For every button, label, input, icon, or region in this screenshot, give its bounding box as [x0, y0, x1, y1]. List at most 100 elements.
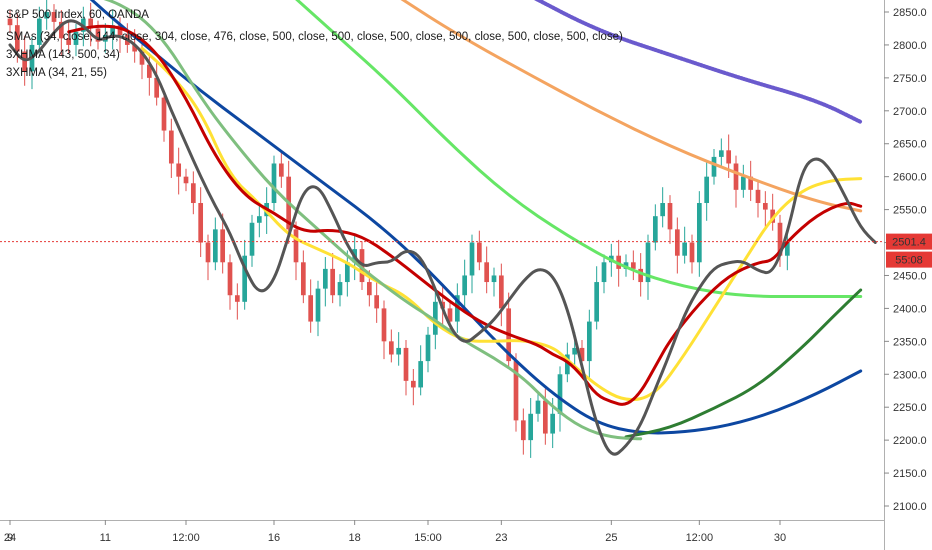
candle-body	[410, 380, 416, 388]
price-tick-label: 2300.0	[893, 369, 927, 381]
candle-body	[403, 347, 409, 381]
symbol-legend[interactable]: S&P 500 Index, 60, OANDA	[6, 9, 149, 21]
candle-body	[432, 301, 438, 335]
candle-body	[520, 420, 526, 441]
candle-body	[396, 347, 402, 355]
candle-body	[337, 282, 343, 296]
candle-body	[110, 25, 116, 36]
candle-body	[88, 18, 94, 29]
candle-body	[330, 268, 336, 296]
candle-body	[418, 361, 424, 388]
candle-body	[271, 163, 277, 204]
price-axis-ticks: 2100.0 2150.0 2200.0 2250.0 2300.0 2350.0 2400…	[884, 7, 927, 513]
price-tick-label: 2600.0	[893, 172, 927, 184]
candle-body	[733, 163, 739, 190]
candle-body	[220, 229, 226, 263]
candle-body	[447, 308, 453, 322]
candle-body	[73, 31, 79, 45]
candle-body	[784, 242, 790, 256]
candle-body	[601, 262, 607, 283]
candle-body	[198, 203, 204, 243]
price-tick-label: 2100.0	[893, 501, 927, 513]
time-axis-ticks: 9 11 12:00 16 18 15:00 23 24 25 12:00 30	[4, 520, 786, 544]
last-price-label: 2501.4	[892, 237, 926, 249]
price-tick-label: 2550.0	[893, 205, 927, 217]
candle-body	[484, 262, 490, 283]
price-tick-label: 2200.0	[893, 435, 927, 447]
candle-body	[234, 295, 240, 302]
time-tick-label: 9	[7, 532, 13, 544]
time-tick-label: 15:00	[414, 532, 442, 544]
candle-body	[660, 203, 666, 217]
candle-body	[14, 25, 20, 52]
candle-body	[652, 216, 658, 243]
candle-body	[154, 77, 160, 98]
indicator-legend-3xhma-1[interactable]: 3XHMA (143, 500, 34)	[6, 49, 120, 61]
countdown-label: 55:08	[895, 255, 923, 267]
candle-body	[44, 12, 50, 19]
indicator-line-3	[89, 0, 863, 435]
candle-body	[748, 176, 754, 190]
indicator-line-2	[295, 0, 863, 298]
candle-body	[674, 229, 680, 256]
candle-body	[762, 203, 768, 210]
time-tick-label: 16	[268, 532, 280, 544]
candle-body	[58, 21, 64, 39]
candle-body	[469, 242, 475, 276]
candle-body	[572, 347, 578, 355]
price-tick-label: 2750.0	[893, 73, 927, 85]
candle-body	[542, 400, 548, 434]
candle-body	[300, 262, 306, 296]
price-tick-label: 2700.0	[893, 106, 927, 118]
candle-body	[579, 347, 585, 362]
time-tick-label: 11	[100, 532, 111, 544]
candle-body	[256, 216, 262, 223]
candle-body	[689, 242, 695, 263]
candle-body	[7, 18, 13, 26]
candle-body	[242, 255, 248, 302]
candle-body	[227, 262, 233, 296]
candle-body	[770, 209, 776, 223]
time-tick-label: 12:00	[686, 532, 714, 544]
candle-body	[528, 413, 534, 441]
candle-body	[711, 156, 717, 177]
candle-body	[535, 400, 541, 414]
price-tick-label: 2250.0	[893, 402, 927, 414]
candle-body	[557, 374, 563, 414]
time-axis-bg	[0, 520, 884, 550]
indicator-line-6	[103, 0, 643, 441]
price-tick-label: 2400.0	[893, 303, 927, 315]
candle-body	[696, 203, 702, 263]
candle-body	[205, 242, 211, 263]
indicator-legend-3xhma-2[interactable]: 3XHMA (34, 21, 55)	[6, 67, 107, 79]
price-tick-label: 2650.0	[893, 139, 927, 151]
candle-body	[168, 130, 174, 164]
candle-body	[513, 361, 519, 421]
last-price-tag	[886, 233, 932, 250]
time-tick-label: 24	[4, 532, 16, 544]
indicator-line-4	[624, 288, 863, 439]
time-tick-label: 18	[349, 532, 361, 544]
candle-body	[667, 203, 673, 230]
candle-body	[249, 222, 255, 256]
candle-body	[161, 97, 167, 131]
candle-body	[132, 44, 138, 52]
indicator-legend-smas[interactable]: SMAs (34, close, 144, close, 304, close,…	[6, 31, 623, 43]
candle-body	[212, 229, 218, 263]
candle-body	[586, 321, 592, 362]
candle-body	[388, 341, 394, 355]
candle-body	[139, 51, 145, 65]
candle-body	[462, 275, 468, 296]
price-tick-label: 2150.0	[893, 468, 927, 480]
candle-body	[550, 413, 556, 434]
candle-body	[146, 64, 152, 78]
candle-body	[293, 229, 299, 263]
candle-body	[777, 222, 783, 256]
candle-body	[190, 183, 196, 204]
time-tick-label: 30	[774, 532, 786, 544]
candle-body	[36, 18, 42, 45]
candle-body	[498, 275, 504, 309]
indicator-lines-layer	[8, 0, 877, 456]
